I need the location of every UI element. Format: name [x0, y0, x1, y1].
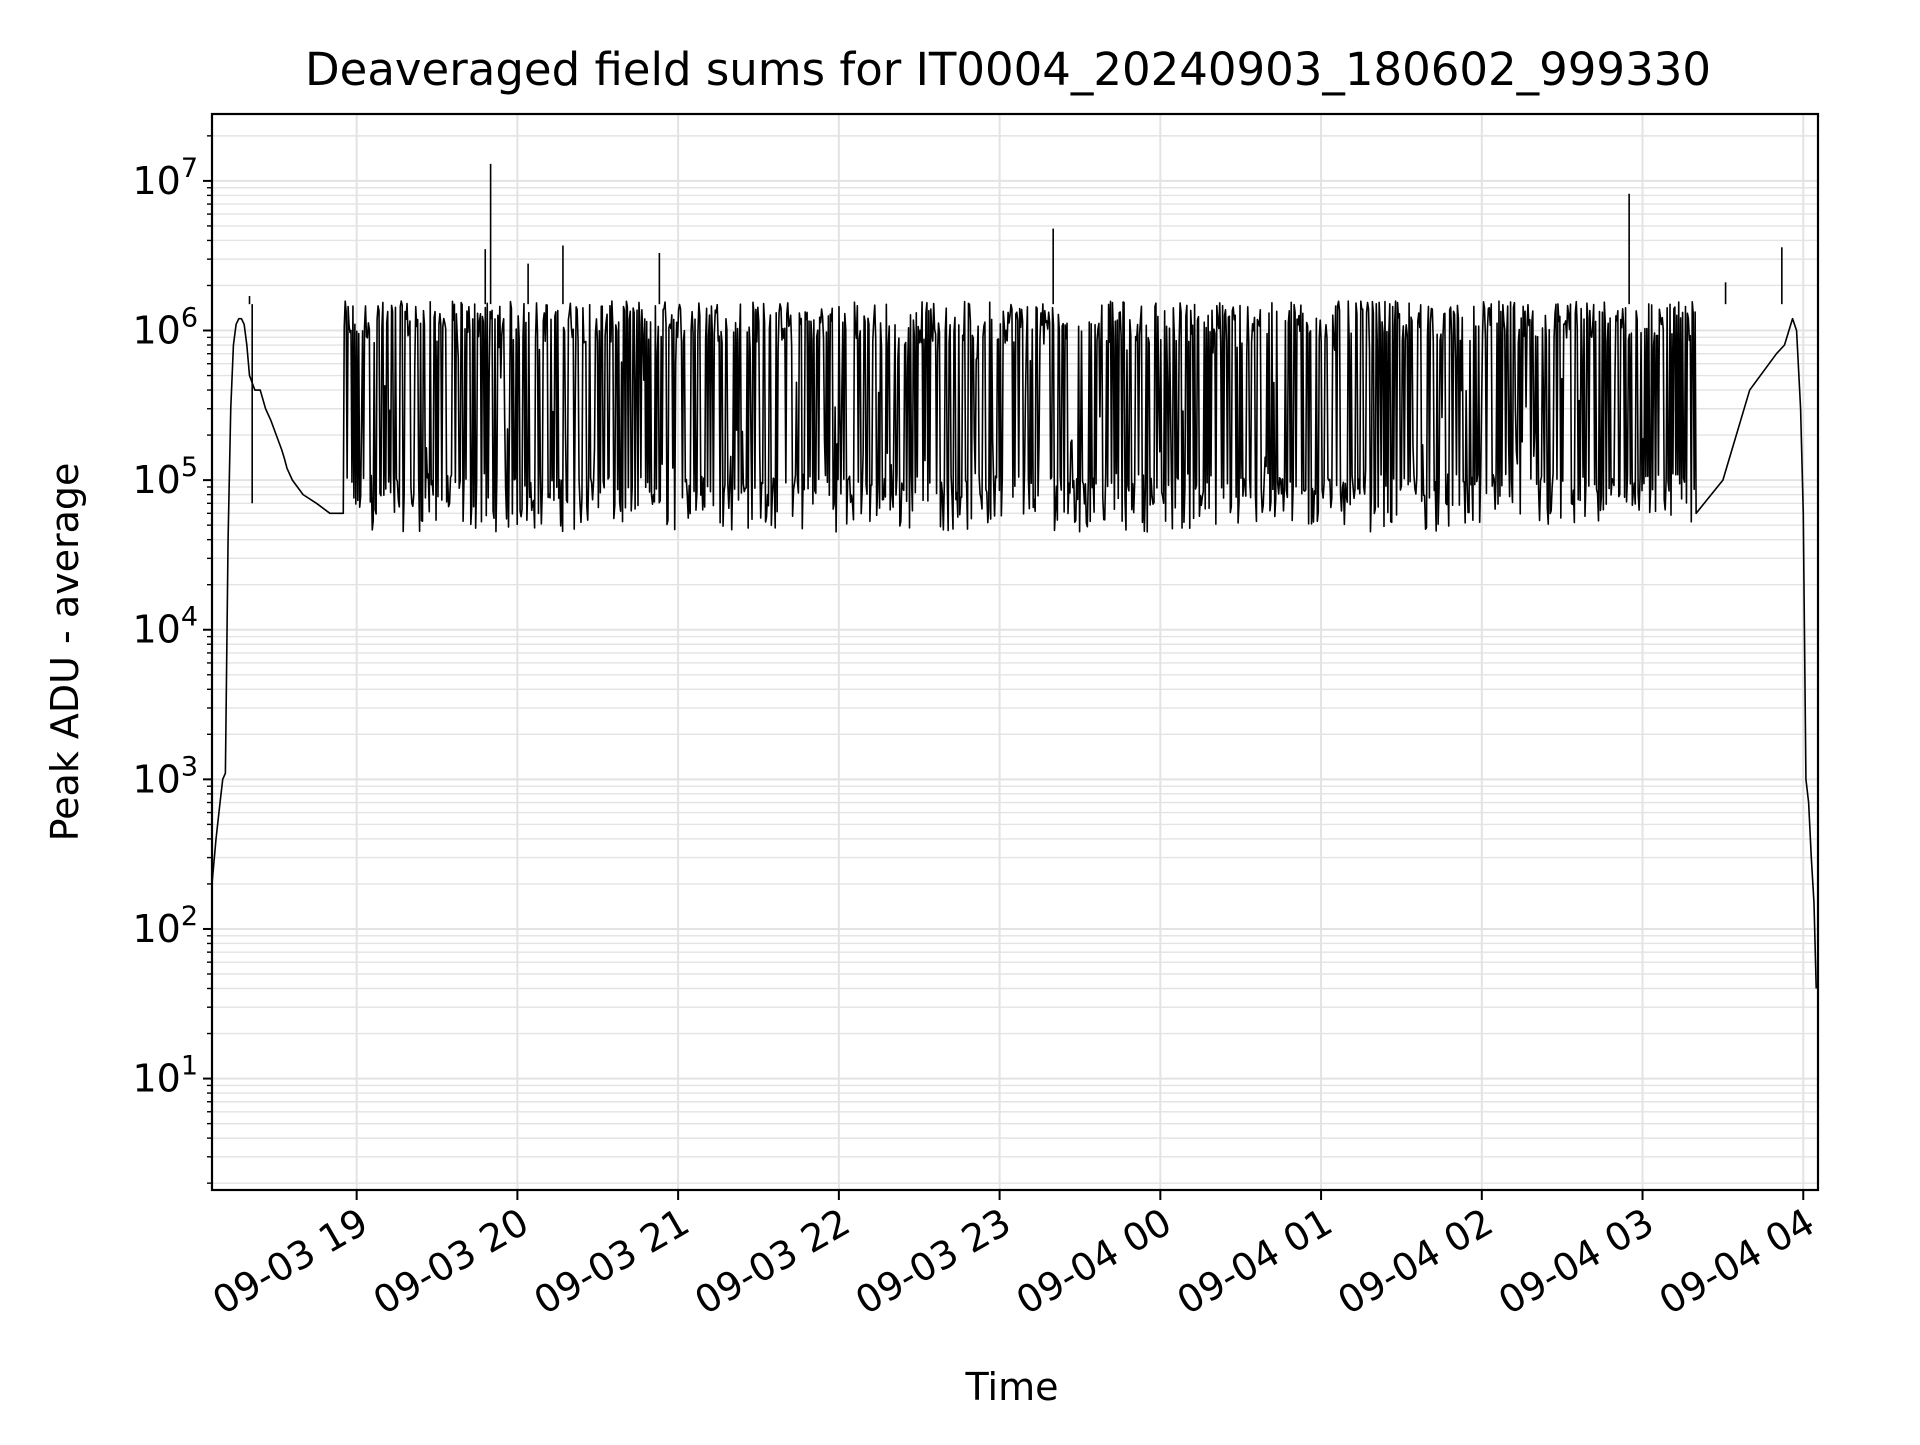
y-tick-base: 10 — [132, 458, 180, 502]
y-tick-exponent: 7 — [181, 153, 198, 184]
plot-frame — [210, 112, 1820, 1192]
y-tick-label: 101 — [132, 1051, 198, 1101]
y-tick-base: 10 — [132, 757, 180, 801]
y-tick-base: 10 — [132, 608, 180, 652]
chart-title: Deaveraged field sums for IT0004_2024090… — [305, 43, 1711, 96]
y-tick-label: 107 — [132, 153, 198, 203]
y-tick-exponent: 6 — [181, 303, 198, 334]
y-tick-label: 104 — [132, 602, 198, 652]
y-tick-exponent: 3 — [181, 751, 198, 782]
x-axis-label: Time — [965, 1365, 1059, 1409]
y-tick-exponent: 1 — [181, 1051, 198, 1082]
y-tick-base: 10 — [132, 907, 180, 951]
series-line — [211, 300, 1818, 989]
y-tick-exponent: 4 — [181, 602, 198, 633]
y-tick-base: 10 — [132, 309, 180, 353]
spike-marks — [248, 163, 1783, 504]
y-tick-exponent: 2 — [181, 901, 198, 932]
y-tick-exponent: 5 — [181, 452, 198, 483]
y-tick-label: 103 — [132, 751, 198, 801]
y-tick-label: 102 — [132, 901, 198, 951]
minor-gridlines — [212, 135, 1818, 1184]
y-axis-label: Peak ADU - average — [43, 463, 87, 842]
y-tick-base: 10 — [132, 159, 180, 203]
y-tick-label: 106 — [132, 303, 198, 353]
y-tick-base: 10 — [132, 1057, 180, 1101]
y-tick-label: 105 — [132, 452, 198, 502]
